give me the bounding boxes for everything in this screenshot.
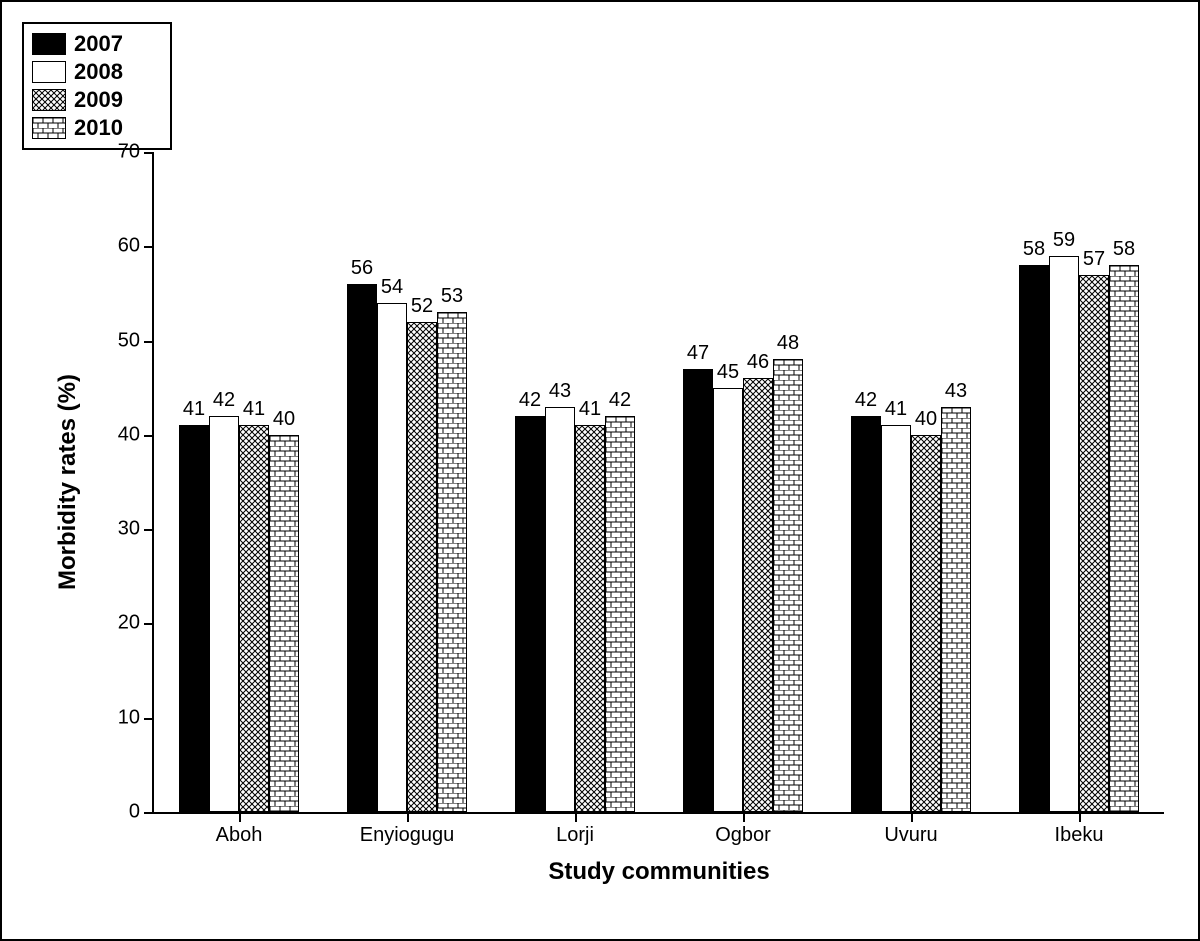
bar	[377, 303, 407, 812]
x-tick-label: Uvuru	[884, 812, 937, 847]
bar	[773, 359, 803, 812]
bar-value-label: 43	[945, 380, 967, 403]
y-tick-label: 40	[118, 423, 154, 446]
bar	[713, 388, 743, 812]
bar	[1019, 265, 1049, 812]
bar	[1079, 275, 1109, 812]
bar-value-label: 42	[213, 389, 235, 412]
bar-value-label: 58	[1023, 238, 1045, 261]
legend-item: 2007	[32, 30, 162, 58]
bar	[179, 425, 209, 812]
bar-value-label: 40	[273, 408, 295, 431]
legend-item: 2010	[32, 114, 162, 142]
bar-value-label: 42	[519, 389, 541, 412]
y-axis-title: Morbidity rates (%)	[54, 374, 82, 590]
bar	[239, 425, 269, 812]
bar	[515, 416, 545, 812]
bar-value-label: 54	[381, 276, 403, 299]
bar-value-label: 41	[243, 398, 265, 421]
bar	[407, 322, 437, 812]
x-tick-label: Aboh	[216, 812, 263, 847]
legend-swatch	[32, 89, 66, 111]
legend-label: 2010	[74, 114, 123, 142]
bar	[911, 435, 941, 812]
bar-value-label: 57	[1083, 248, 1105, 271]
legend-item: 2008	[32, 58, 162, 86]
bar	[545, 407, 575, 812]
bar	[743, 378, 773, 812]
bar	[575, 425, 605, 812]
bar	[347, 284, 377, 812]
bar-value-label: 59	[1053, 229, 1075, 252]
y-tick-label: 10	[118, 706, 154, 729]
legend-label: 2008	[74, 58, 123, 86]
bar-value-label: 43	[549, 380, 571, 403]
y-tick-label: 20	[118, 612, 154, 635]
x-axis-title: Study communities	[548, 858, 769, 886]
bar	[683, 369, 713, 812]
x-tick-label: Enyiogugu	[360, 812, 455, 847]
x-tick-label: Lorji	[556, 812, 594, 847]
bar-value-label: 58	[1113, 238, 1135, 261]
y-tick-label: 30	[118, 518, 154, 541]
bar-value-label: 41	[579, 398, 601, 421]
y-tick-label: 70	[118, 141, 154, 164]
y-tick-label: 50	[118, 329, 154, 352]
bar-value-label: 40	[915, 408, 937, 431]
bar-value-label: 47	[687, 342, 709, 365]
legend-item: 2009	[32, 86, 162, 114]
bar	[941, 407, 971, 812]
bar	[851, 416, 881, 812]
bar-value-label: 41	[183, 398, 205, 421]
bar-value-label: 41	[885, 398, 907, 421]
legend-swatch	[32, 61, 66, 83]
bar-value-label: 42	[609, 389, 631, 412]
legend: 2007200820092010	[22, 22, 172, 150]
bar	[269, 435, 299, 812]
legend-label: 2009	[74, 86, 123, 114]
x-tick-label: Ogbor	[715, 812, 771, 847]
bar	[1049, 256, 1079, 812]
bar-value-label: 42	[855, 389, 877, 412]
bar-value-label: 48	[777, 332, 799, 355]
bar-value-label: 52	[411, 295, 433, 318]
bar	[605, 416, 635, 812]
chart-frame: 2007200820092010 Morbidity rates (%) Stu…	[0, 0, 1200, 941]
bar	[1109, 265, 1139, 812]
x-tick-label: Ibeku	[1055, 812, 1104, 847]
legend-label: 2007	[74, 30, 123, 58]
bar	[209, 416, 239, 812]
bar-value-label: 56	[351, 257, 373, 280]
bar	[881, 425, 911, 812]
y-tick-label: 0	[129, 801, 154, 824]
legend-swatch	[32, 117, 66, 139]
bar-value-label: 45	[717, 361, 739, 384]
bar	[437, 312, 467, 812]
y-tick-label: 60	[118, 235, 154, 258]
bar-value-label: 53	[441, 285, 463, 308]
plot-area: Morbidity rates (%) Study communities 01…	[152, 152, 1164, 814]
bar-value-label: 46	[747, 351, 769, 374]
legend-swatch	[32, 33, 66, 55]
